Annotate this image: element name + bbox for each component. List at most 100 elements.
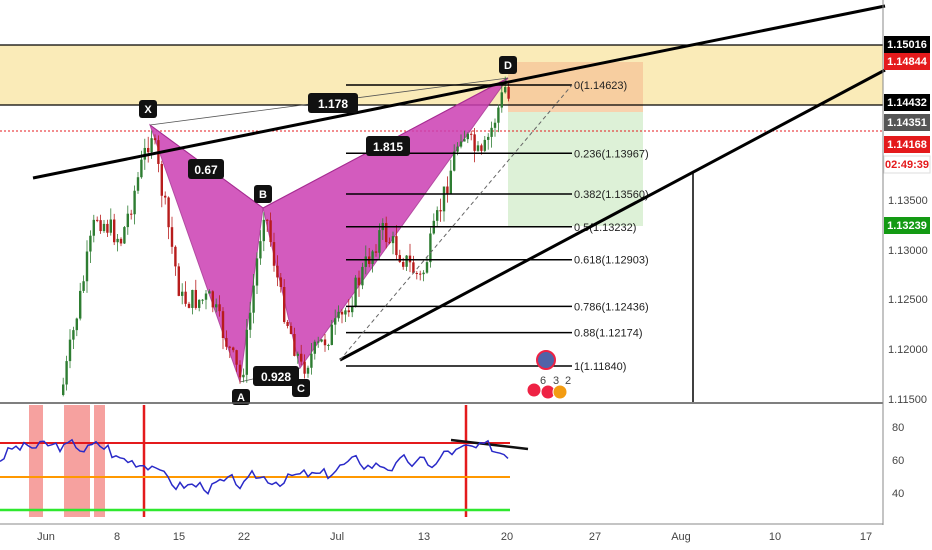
- candle-body: [102, 223, 106, 232]
- rsi-tick-60: 60: [892, 455, 904, 467]
- orange-event-icon[interactable]: [552, 384, 568, 400]
- fib-label-6: 0.88(1.12174): [574, 328, 643, 340]
- price-badge-3: 1.14351: [884, 114, 930, 131]
- candle-body: [164, 195, 167, 198]
- candle-body: [446, 186, 449, 194]
- candle-body: [470, 133, 473, 135]
- globe-event-icon[interactable]: [536, 350, 556, 370]
- candle-body: [497, 107, 500, 123]
- fib-label-1: 0.236(1.13967): [574, 148, 649, 160]
- svg-text:1.14432: 1.14432: [887, 97, 927, 109]
- candle-body: [354, 277, 357, 306]
- candle-body: [75, 318, 78, 331]
- candle-body: [133, 190, 136, 215]
- rsi-highlight-1: [29, 405, 43, 517]
- candle-body: [487, 136, 490, 140]
- rsi-line: [0, 438, 509, 495]
- candle-body: [402, 261, 405, 267]
- candle-body: [143, 147, 146, 160]
- candle-body: [453, 151, 456, 171]
- time-tick-0: Jun: [37, 531, 55, 543]
- svg-text:1.14168: 1.14168: [887, 139, 927, 151]
- candle-body: [109, 219, 112, 233]
- candle-body: [286, 321, 289, 327]
- candle-body: [194, 289, 197, 308]
- candle-body: [442, 186, 446, 212]
- price-badge-5: 02:49:39: [883, 155, 931, 174]
- candle-body: [123, 227, 126, 244]
- price-badges: 1.15016 1.14844 1.14432 1.14351 1.14168 02:49…: [883, 36, 931, 234]
- ratio-1178: 1.178: [308, 93, 358, 113]
- candle-body: [177, 266, 180, 296]
- svg-text:1.14844: 1.14844: [887, 56, 928, 68]
- candle-body: [317, 341, 320, 343]
- candle-body: [208, 291, 211, 294]
- price-badge-1: 1.14844: [884, 53, 930, 70]
- loss-zone: [508, 62, 643, 112]
- candle-body: [221, 311, 225, 338]
- price-tick-2: 1.13000: [888, 245, 928, 257]
- candle-body: [266, 219, 269, 221]
- candle-body: [283, 287, 286, 322]
- candle-body: [473, 134, 476, 151]
- event-count-2: 3: [553, 375, 559, 387]
- ratio-1815: 1.815: [366, 136, 410, 156]
- time-tick-6: 20: [501, 531, 513, 543]
- fib-label-0: 0(1.14623): [574, 80, 627, 92]
- candle-body: [371, 251, 374, 264]
- candle-body: [415, 272, 418, 274]
- candle-body: [68, 339, 72, 362]
- candle-body: [228, 346, 231, 348]
- candle-body: [184, 291, 187, 304]
- event-icons[interactable]: 6 3 2: [526, 350, 571, 400]
- svg-text:D: D: [504, 60, 512, 72]
- rsi-highlight-2: [64, 405, 90, 517]
- candle-body: [215, 304, 218, 308]
- svg-text:C: C: [297, 383, 305, 395]
- candle-body: [493, 122, 497, 128]
- candle-body: [364, 256, 367, 267]
- candle-body: [300, 353, 303, 362]
- candle-body: [167, 197, 170, 228]
- candle-body: [181, 291, 184, 296]
- candle-body: [439, 210, 442, 212]
- candle-body: [395, 236, 398, 256]
- svg-text:B: B: [259, 189, 267, 201]
- point-x-label: X: [139, 100, 157, 118]
- svg-text:02:49:39: 02:49:39: [885, 159, 929, 171]
- pattern-labels: X A B C D: [139, 56, 517, 405]
- candle-body: [306, 367, 310, 374]
- candle-body: [62, 384, 65, 395]
- candle-body: [490, 127, 493, 137]
- candle-body: [419, 273, 422, 275]
- candle-body: [85, 251, 89, 282]
- candle-body: [211, 291, 214, 308]
- candle-body: [378, 230, 381, 253]
- candle-body: [357, 277, 361, 286]
- candle-body: [289, 326, 293, 334]
- candle-body: [150, 138, 153, 153]
- dashed-channel: [339, 84, 573, 361]
- candle-body: [347, 310, 350, 313]
- fib-levels: 0(1.14623) 0.236(1.13967) 0.382(1.13560) 0.…: [346, 80, 649, 373]
- candle-body: [466, 133, 469, 140]
- ratio-labels: 0.67 0.928 1.178 1.815: [188, 93, 410, 386]
- trend-lines: [32, 4, 886, 402]
- us-flag-event-icon[interactable]: [526, 382, 542, 398]
- candle-body: [296, 353, 299, 356]
- candle-body: [436, 210, 439, 221]
- price-tick-3: 1.12500: [888, 294, 928, 306]
- price-badge-2: 1.14432: [884, 94, 930, 111]
- candle-body: [238, 364, 242, 378]
- candle-body: [72, 330, 75, 340]
- price-badge-4: 1.14168: [884, 136, 930, 153]
- candle-body: [242, 374, 245, 378]
- price-axis: 1.13500 1.13000 1.12500 1.12000 1.11500 …: [882, 0, 928, 525]
- candle-body: [262, 219, 265, 242]
- fib-label-7: 1(1.11840): [574, 361, 626, 373]
- svg-text:1.13239: 1.13239: [887, 220, 927, 232]
- candle-body: [351, 305, 354, 313]
- rsi-highlight-3: [94, 405, 105, 517]
- candle-body: [412, 262, 415, 273]
